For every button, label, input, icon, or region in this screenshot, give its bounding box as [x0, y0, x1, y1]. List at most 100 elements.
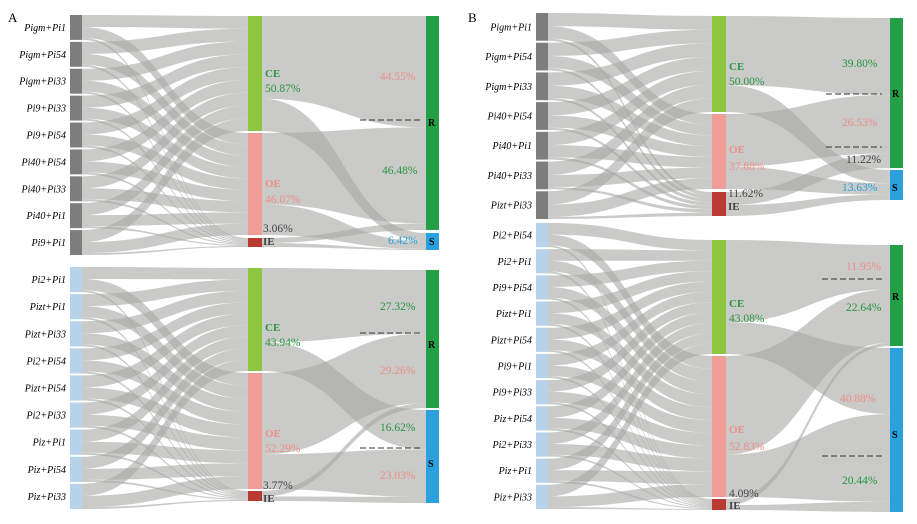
flow-ribbon: [548, 322, 712, 445]
category-value: 4.09%: [729, 488, 759, 500]
flow-ribbon: [262, 333, 426, 455]
source-node-pi40-pi54: [536, 102, 548, 130]
flow-ribbon: [548, 84, 712, 175]
outcome-letter: S: [892, 430, 898, 441]
source-label: Pi9+Pi1: [496, 362, 532, 373]
source-node-pigm-pi33: [70, 68, 82, 94]
flow-ribbon: [548, 302, 712, 392]
category-node-ie: [712, 499, 726, 510]
flow-ribbon: [82, 246, 248, 255]
category-node-ie: [712, 192, 726, 216]
flow-ribbon: [82, 344, 248, 495]
flow-ribbon: [548, 57, 712, 116]
flow-ribbon: [726, 194, 890, 216]
category-value: 50.87%: [265, 83, 301, 95]
category-value: 37.88%: [729, 161, 765, 173]
flow-ribbon: [726, 414, 890, 502]
flow-ribbon: [548, 291, 712, 366]
source-label: Piz+Pi33: [493, 492, 532, 503]
flow-ribbon: [82, 79, 248, 162]
flow-ribbon: [82, 348, 248, 469]
source-node-pizt-pi33: [70, 321, 82, 347]
flow-ribbon: [82, 476, 248, 507]
flow-ribbon: [548, 343, 712, 497]
source-node-pi40-pi33: [536, 161, 548, 190]
outcome-letter: S: [428, 459, 434, 470]
category-name: OE: [265, 178, 281, 190]
flow-ribbon: [548, 178, 712, 217]
flow-percentage: 11.22%: [846, 154, 881, 166]
source-node-pizt-pi1: [70, 294, 82, 320]
flow-ribbon: [82, 313, 248, 388]
source-node-pi2-pi33: [70, 402, 82, 428]
source-node-pigm-pi33: [536, 72, 548, 101]
flow-ribbon: [82, 172, 248, 244]
category-name: CE: [265, 68, 280, 80]
source-node-pizt-pi54: [536, 327, 548, 352]
source-label: Pi9+Pi54: [25, 131, 66, 142]
flow-ribbon: [82, 105, 248, 216]
source-node-piz-pi1: [70, 429, 82, 455]
source-node-pi9-pi33: [536, 380, 548, 405]
flow-ribbon: [82, 302, 248, 361]
flow-ribbon: [548, 157, 712, 210]
category-name: CE: [729, 298, 744, 310]
flow-percentage: 11.95%: [846, 261, 881, 273]
source-label: Pigm+Pi1: [23, 23, 66, 34]
flow-percentage: 39.80%: [842, 58, 878, 70]
source-label: Pi2+Pi33: [25, 411, 66, 422]
flow-ribbon: [82, 359, 248, 496]
flow-ribbon: [262, 223, 426, 243]
flow-ribbon: [82, 67, 248, 135]
flow-ribbon: [548, 127, 712, 206]
category-node-ce: [248, 268, 262, 371]
flow-ribbon: [82, 118, 248, 243]
flow-ribbon: [548, 249, 712, 261]
outcome-letter: R: [428, 118, 436, 129]
category-name: IE: [729, 500, 741, 512]
nodes-layer: [70, 13, 903, 512]
flow-percentage: 13.63%: [842, 182, 878, 194]
category-value: 3.06%: [263, 223, 293, 235]
source-label: Pi9+Pi33: [491, 388, 532, 399]
category-value: 3.77%: [263, 480, 293, 492]
flow-ribbon: [726, 16, 890, 95]
source-node-pi2-pi1: [536, 249, 548, 274]
category-name: IE: [263, 493, 275, 505]
source-label: Pi40+Pi33: [20, 184, 66, 195]
source-label: Pigm+Pi33: [484, 82, 532, 93]
source-label: Pizt+Pi33: [24, 329, 66, 340]
outcome-letter: R: [892, 292, 900, 303]
flow-ribbon: [82, 41, 248, 81]
flow-percentage: 26.53%: [842, 117, 878, 129]
flow-ribbon: [726, 289, 890, 455]
outcome-node-r: [890, 245, 903, 346]
category-node-ce: [712, 240, 726, 354]
flow-percentage: 29.26%: [380, 365, 416, 377]
category-value: 52.83%: [729, 441, 765, 453]
flow-ribbon: [548, 245, 712, 500]
flow-ribbon: [262, 204, 426, 249]
outcome-letter: R: [428, 340, 436, 351]
flow-ribbon: [548, 98, 712, 205]
source-label: Pi2+Pi1: [496, 257, 532, 268]
source-node-pi9-pi33: [70, 95, 82, 121]
source-label: Pi9+Pi1: [30, 238, 66, 249]
source-node-piz-pi1: [536, 458, 548, 483]
source-node-pigm-pi54: [536, 42, 548, 71]
flow-ribbon: [548, 29, 712, 57]
flow-ribbon: [262, 496, 426, 503]
flow-ribbon: [82, 290, 248, 334]
outcome-letter: S: [892, 183, 898, 194]
flow-ribbon: [82, 279, 248, 307]
flow-percentage: 22.64%: [846, 302, 882, 314]
flow-ribbon: [262, 242, 426, 250]
outcome-node-s: [426, 233, 439, 250]
source-label: Pizt+Pi54: [490, 335, 532, 346]
source-node-pigm-pi1: [536, 13, 548, 41]
flow-ribbon: [548, 428, 712, 507]
source-node-piz-pi54: [70, 456, 82, 482]
flow-ribbon: [548, 260, 712, 382]
flow-ribbon: [82, 54, 248, 108]
panel-letter: A: [8, 10, 18, 25]
